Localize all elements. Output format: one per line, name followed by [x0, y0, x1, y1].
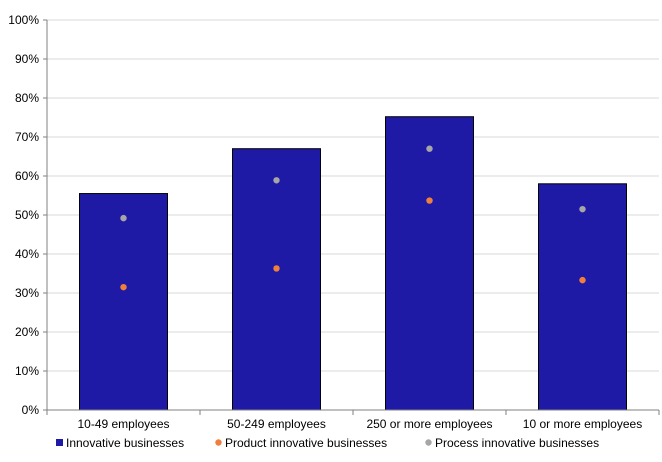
dots [120, 145, 586, 291]
y-tick-label: 90% [15, 52, 39, 66]
x-category-label: 10-49 employees [77, 417, 169, 431]
y-tick-label: 40% [15, 247, 39, 261]
legend-label-1: Innovative businesses [66, 436, 184, 450]
legend-label-2: Product innovative businesses [225, 436, 387, 450]
dot-series-3-2 [273, 177, 280, 184]
legend-marker-3 [425, 439, 432, 446]
y-tick-label: 10% [15, 364, 39, 378]
y-tick-label: 80% [15, 91, 39, 105]
y-tick-label: 20% [15, 325, 39, 339]
legend-marker-1 [56, 439, 63, 446]
bar-4 [538, 183, 627, 411]
bar-1 [79, 193, 168, 411]
dot-series-2-4 [579, 276, 586, 284]
bars [79, 116, 627, 411]
axes [43, 19, 660, 415]
bar-3 [385, 116, 474, 411]
bar-2 [232, 148, 321, 411]
x-category-label: 250 or more employees [366, 417, 492, 431]
legend-marker-2 [215, 439, 222, 446]
dot-series-2-3 [426, 197, 433, 204]
x-category-label: 10 or more employees [523, 417, 642, 431]
y-tick-label: 50% [15, 208, 39, 222]
y-axis-tick-labels: 0% 10% 20% 30% 40% 50% 60% 70% 80% 90% 100% [8, 13, 39, 417]
y-tick-label: 0% [22, 403, 40, 417]
dot-series-3-1 [120, 214, 127, 222]
y-tick-label: 70% [15, 130, 39, 144]
y-tick-label: 30% [15, 286, 39, 300]
dot-series-3-4 [579, 205, 586, 213]
legend: Innovative businesses Product innovative … [56, 436, 599, 450]
x-axis-category-labels: 10-49 employees 50-249 employees 250 or mo… [77, 417, 642, 431]
dot-series-2-1 [120, 283, 127, 291]
y-tick-label: 60% [15, 169, 39, 183]
legend-label-3: Process innovative businesses [435, 436, 599, 450]
y-tick-label: 100% [8, 13, 39, 27]
x-category-label: 50-249 employees [227, 417, 326, 431]
dot-series-3-3 [426, 145, 433, 152]
dot-series-2-2 [273, 265, 280, 272]
